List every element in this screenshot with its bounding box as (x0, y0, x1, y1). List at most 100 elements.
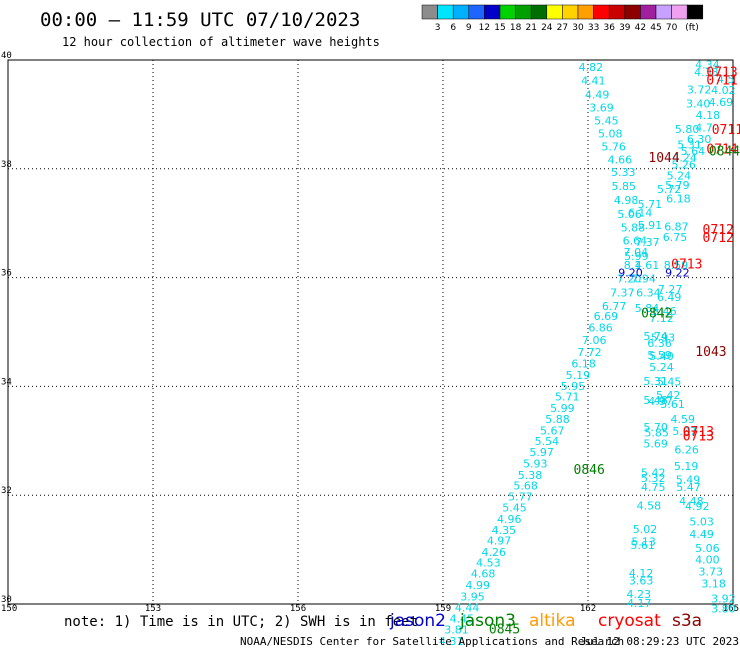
wave-height-label: 5.24 (649, 361, 674, 374)
wave-height-label: 7.37 (635, 236, 660, 249)
wave-height-label: 5.06 (617, 208, 642, 221)
wave-height-label: 6.18 (571, 358, 596, 371)
colorbar-label: 36 (603, 23, 615, 33)
wave-height-label: 6.46 (652, 305, 677, 318)
wave-height-label: 5.42 (641, 466, 666, 479)
wave-height-label: 5.85 (612, 180, 637, 193)
wave-height-label: 5.48 (643, 394, 668, 407)
satellite-legend-s3a: s3a (672, 611, 702, 631)
colorbar-swatch (437, 4, 454, 20)
wave-height-label: 4.49 (689, 528, 714, 541)
wave-height-label: 7.72 (577, 346, 602, 359)
wave-height-label: 4.75 (641, 481, 666, 494)
x-tick-label: 150 (1, 604, 17, 614)
pass-time-label: 0713 (671, 257, 702, 272)
wave-height-labels: 4.824.414.493.695.455.085.764.665.335.85… (439, 58, 736, 648)
wave-height-label: 5.67 (540, 424, 565, 437)
wave-height-label: 5.68 (513, 479, 538, 492)
colorbar-swatch (530, 4, 548, 20)
wave-height-label: 5.95 (561, 380, 586, 393)
wave-height-label: 4.96 (497, 513, 522, 526)
x-tick-label: 162 (580, 604, 596, 614)
wave-height-label: 4.53 (476, 557, 501, 570)
wave-height-label: 5.49 (676, 473, 701, 486)
satellite-legend-altika: altika (529, 611, 576, 631)
wave-height-label: 4.41 (581, 75, 606, 88)
wave-height-label: 5.13 (631, 535, 656, 548)
colorbar-unit: (ft) (685, 23, 699, 33)
wave-height-label: 6.75 (663, 231, 688, 244)
pass-time-label: 0711 (706, 74, 737, 89)
wave-height-label: 6.86 (588, 322, 613, 335)
wave-height-label-high: 9.22 (665, 267, 690, 280)
colorbar-label: 30 (572, 23, 584, 33)
wave-height-label: 4.12 (629, 567, 654, 580)
wave-height-label: 4.99 (466, 579, 491, 592)
wave-height-label: 4.97 (648, 395, 673, 408)
wave-height-label: 4.98 (614, 194, 639, 207)
wave-height-label: 5.70 (643, 421, 668, 434)
grid-lines (8, 60, 733, 604)
wave-height-label: 4.59 (670, 413, 695, 426)
wave-height-label: 6.14 (628, 206, 653, 219)
wave-height-label: 5.07 (672, 425, 697, 438)
colorbar-label: 21 (525, 23, 536, 33)
colorbar-label: 27 (557, 23, 568, 33)
satellite-legend-jason3: jason3 (459, 611, 516, 631)
wave-height-label: 4.49 (585, 88, 610, 101)
pass-time-label: 1043 (695, 345, 726, 360)
pass-time-label: 0846 (574, 463, 605, 478)
wave-height-label: 6.36 (647, 337, 672, 350)
colorbar-label: 12 (479, 23, 490, 33)
wave-height-label: 5.32 (641, 472, 666, 485)
y-tick-label: 36 (1, 269, 12, 279)
colorbar-swatch (593, 4, 610, 20)
wave-height-label: 4.18 (696, 109, 721, 122)
wave-height-label: 5.45 (657, 376, 682, 389)
wave-height-label: 5.38 (518, 469, 543, 482)
wave-height-label: 4.23 (627, 588, 652, 601)
wave-height-label: 4.35 (492, 524, 517, 537)
wave-height-label: 3.63 (629, 575, 654, 588)
wave-height-label: 5.77 (508, 490, 533, 503)
satellite-legend-jason2: jason2 (389, 611, 446, 631)
wave-height-label: 6.87 (664, 220, 689, 233)
wave-height-label: 5.47 (676, 481, 701, 494)
plot-area (7, 59, 734, 605)
wave-height-label: 5.93 (523, 458, 548, 471)
wave-height-label: 5.71 (638, 198, 663, 211)
colorbar-swatch (546, 4, 563, 20)
colorbar-swatch (655, 4, 672, 20)
colorbar-legend: 3 6 9 12 15 18 21 24 27 30 33 36 39 42 45 70 (ft) (421, 4, 704, 33)
wave-height-label: 5.42 (656, 389, 681, 402)
wave-height-label: 5.74 (643, 330, 668, 343)
wave-height-label: 5.84 (635, 302, 660, 315)
pass-time-label: 0713 (683, 429, 714, 444)
wave-height-label: 5.99 (550, 402, 575, 415)
wave-height-label: 5.97 (529, 446, 554, 459)
wave-height-label: 5.45 (594, 114, 619, 127)
colorbar-swatch (640, 4, 657, 20)
pass-time-label: 0711 (712, 123, 740, 138)
y-tick-label: 30 (1, 595, 12, 605)
wave-height-label: 5.03 (689, 515, 714, 528)
wave-height-label: 7.37 (610, 286, 635, 299)
colorbar-swatch (686, 4, 704, 20)
wave-height-label: 6.18 (666, 193, 691, 206)
wave-height-label: 4.58 (637, 500, 662, 513)
wave-height-label: 5.33 (611, 166, 636, 179)
footer-timestamp: Jul 12 08:29:23 UTC 2023 (580, 635, 739, 648)
colorbar-swatch (671, 4, 688, 20)
colorbar-label: 39 (619, 23, 631, 33)
colorbar-label: 9 (466, 23, 472, 33)
wave-height-label: 4.5 (717, 73, 735, 86)
wave-height-label: 5.69 (643, 438, 668, 451)
wave-height-label: 3.92 (711, 593, 736, 606)
wave-height-label: 4.17 (627, 597, 652, 610)
wave-height-label: 6.30 (687, 133, 712, 146)
chart-subtitle: 12 hour collection of altimeter wave hei… (62, 35, 380, 49)
wave-height-label: 6.26 (674, 444, 699, 457)
wave-height-label: 5.06 (695, 542, 720, 555)
wave-height-label: 4.82 (579, 61, 604, 74)
pass-time-label: 0713 (683, 425, 714, 440)
